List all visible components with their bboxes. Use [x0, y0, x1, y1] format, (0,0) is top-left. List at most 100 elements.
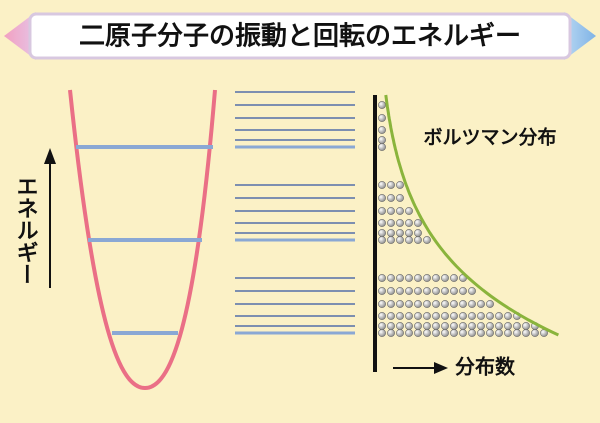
molecule — [432, 274, 440, 282]
molecule — [396, 300, 404, 308]
molecule — [441, 329, 449, 337]
molecule — [405, 312, 413, 320]
molecule — [441, 274, 449, 282]
banner-right — [564, 12, 596, 60]
molecule — [432, 322, 440, 330]
molecule — [396, 274, 404, 282]
molecule — [387, 207, 395, 215]
molecule — [387, 287, 395, 295]
molecules — [378, 101, 548, 337]
molecule — [378, 274, 386, 282]
molecule — [504, 329, 512, 337]
molecule — [378, 236, 386, 244]
molecule — [396, 229, 404, 237]
banner-left — [4, 12, 36, 60]
population-label: 分布数 — [455, 355, 516, 379]
molecule — [396, 207, 404, 215]
molecule — [450, 322, 458, 330]
molecule — [378, 126, 386, 134]
molecule — [468, 300, 476, 308]
molecule — [387, 300, 395, 308]
molecule — [378, 300, 386, 308]
population-arrowhead — [434, 362, 448, 374]
molecule — [387, 181, 395, 189]
molecule — [459, 287, 467, 295]
molecule — [414, 287, 422, 295]
molecule — [459, 300, 467, 308]
molecule — [378, 207, 386, 215]
vibrational-levels — [76, 145, 213, 335]
molecule — [378, 329, 386, 337]
molecule — [477, 329, 485, 337]
molecule — [414, 274, 422, 282]
molecule — [396, 322, 404, 330]
energy-label: エネルギー — [13, 175, 38, 285]
molecule — [387, 219, 395, 227]
molecule — [459, 312, 467, 320]
molecule — [423, 322, 431, 330]
molecule — [396, 287, 404, 295]
molecule — [423, 300, 431, 308]
molecule — [378, 101, 386, 109]
molecule — [378, 143, 386, 151]
molecule — [423, 274, 431, 282]
molecule — [468, 329, 476, 337]
molecule — [414, 329, 422, 337]
molecule — [378, 219, 386, 227]
molecule — [531, 329, 539, 337]
molecule — [405, 236, 413, 244]
molecule — [450, 300, 458, 308]
molecule — [459, 329, 467, 337]
molecule — [432, 300, 440, 308]
molecule — [522, 322, 530, 330]
energy-arrowhead — [44, 148, 56, 164]
molecule — [378, 312, 386, 320]
molecule — [414, 322, 422, 330]
molecule — [468, 322, 476, 330]
molecule — [414, 219, 422, 227]
molecule — [405, 219, 413, 227]
molecule — [414, 229, 422, 237]
molecule — [486, 329, 494, 337]
molecule — [468, 312, 476, 320]
molecule — [387, 274, 395, 282]
molecule — [387, 329, 395, 337]
banner — [28, 12, 572, 60]
molecule — [441, 312, 449, 320]
molecule — [405, 329, 413, 337]
molecule — [414, 236, 422, 244]
molecule — [405, 300, 413, 308]
potential-curve — [68, 89, 217, 391]
molecule — [495, 322, 503, 330]
molecule — [405, 287, 413, 295]
boltzmann-curve — [384, 94, 560, 337]
molecule — [522, 329, 530, 337]
molecule — [405, 229, 413, 237]
molecule — [468, 287, 476, 295]
molecule — [387, 236, 395, 244]
molecule — [378, 287, 386, 295]
molecule — [477, 312, 485, 320]
molecule — [495, 312, 503, 320]
molecule — [396, 312, 404, 320]
molecule — [486, 322, 494, 330]
molecule — [477, 322, 485, 330]
molecule — [387, 194, 395, 202]
molecule — [423, 287, 431, 295]
title: 二原子分子の振動と回転のエネルギー — [79, 22, 521, 52]
molecule — [414, 300, 422, 308]
molecule — [441, 300, 449, 308]
molecule — [396, 194, 404, 202]
molecule — [504, 312, 512, 320]
molecule — [387, 312, 395, 320]
molecule — [396, 219, 404, 227]
molecule — [441, 287, 449, 295]
molecule — [387, 229, 395, 237]
molecule — [378, 322, 386, 330]
molecule — [378, 229, 386, 237]
molecule — [423, 329, 431, 337]
molecule — [423, 312, 431, 320]
molecule — [513, 322, 521, 330]
molecule — [450, 287, 458, 295]
molecule — [513, 329, 521, 337]
